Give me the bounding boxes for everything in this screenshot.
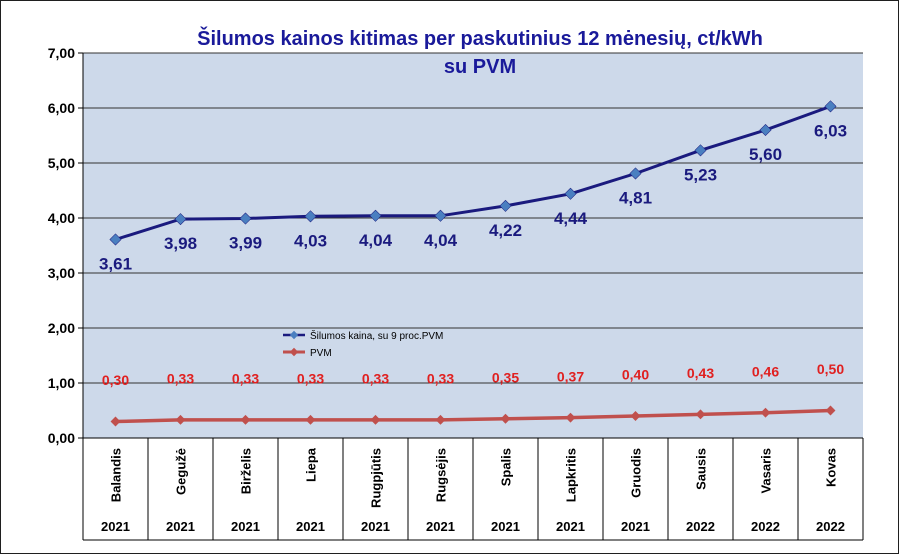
chart-title-line2: su PVM — [444, 56, 516, 78]
price-point — [304, 210, 317, 223]
vat-point — [175, 414, 186, 425]
price-point — [564, 187, 577, 200]
y-tick-label: 0,00 — [48, 430, 75, 446]
vat-data-label: 0,37 — [557, 368, 584, 384]
price-data-label: 5,60 — [749, 145, 782, 164]
price-point — [694, 144, 707, 157]
legend-marker-vat — [289, 347, 299, 357]
vat-data-label: 0,33 — [297, 371, 324, 387]
legend-label-price: Šilumos kaina, su 9 proc.PVM — [310, 329, 443, 342]
x-year-label: 2021 — [621, 519, 650, 534]
vat-data-label: 0,33 — [167, 371, 194, 387]
vat-point — [435, 414, 446, 425]
vat-data-label: 0,33 — [362, 371, 389, 387]
x-category-label: Gruodis — [629, 448, 644, 498]
x-category-label: Lapkritis — [564, 448, 579, 502]
x-year-label: 2021 — [296, 519, 325, 534]
price-data-label: 5,23 — [684, 165, 717, 184]
price-point — [824, 100, 837, 113]
vat-data-label: 0,35 — [492, 369, 519, 385]
legend-label-vat: PVM — [310, 348, 332, 359]
price-data-label: 4,81 — [619, 188, 652, 207]
x-category-label: Balandis — [109, 448, 124, 502]
x-year-label: 2021 — [166, 519, 195, 534]
vat-point — [760, 407, 771, 418]
chart-title-line1: Šilumos kainos kitimas per paskutinius 1… — [197, 26, 763, 50]
x-category-label: Liepa — [304, 447, 319, 482]
price-data-label: 4,04 — [424, 231, 458, 250]
legend: Šilumos kaina, su 9 proc.PVM PVM — [283, 329, 443, 359]
y-tick-label: 3,00 — [48, 265, 75, 281]
price-data-label: 4,22 — [489, 221, 522, 240]
x-category-label: Gegužė — [174, 448, 189, 495]
price-point — [759, 123, 772, 137]
x-category-label: Sausis — [694, 448, 709, 490]
price-point — [629, 167, 642, 180]
price-data-label: 3,61 — [99, 254, 132, 273]
x-year-label: 2021 — [556, 519, 585, 534]
vat-point — [825, 405, 836, 416]
x-category-label: Birželis — [239, 448, 254, 494]
vat-data-label: 0,43 — [687, 365, 714, 381]
vat-point — [695, 409, 706, 420]
x-year-label: 2021 — [231, 519, 260, 534]
price-data-label: 4,44 — [554, 209, 588, 228]
vat-data-label: 0,40 — [622, 367, 649, 383]
x-category-label: Kovas — [824, 448, 839, 487]
vat-point — [630, 411, 641, 421]
vat-data-label: 0,33 — [232, 371, 259, 387]
vat-point — [240, 414, 251, 425]
y-tick-label: 5,00 — [48, 155, 75, 171]
x-category-label: Vasaris — [759, 448, 774, 494]
x-category-label: Rugsėjis — [434, 448, 449, 502]
vat-data-label: 0,50 — [817, 361, 844, 377]
price-point — [499, 199, 512, 212]
x-year-label: 2022 — [816, 519, 845, 534]
vat-point — [305, 414, 316, 425]
x-year-label: 2021 — [491, 519, 520, 534]
x-year-label: 2022 — [751, 519, 780, 534]
vat-data-label: 0,33 — [427, 371, 454, 387]
price-data-label: 3,99 — [229, 234, 262, 253]
vat-data-label: 0,46 — [752, 363, 779, 379]
price-data-label: 6,03 — [814, 121, 847, 140]
price-point — [369, 209, 382, 222]
price-point — [109, 233, 122, 246]
price-data-label: 3,98 — [164, 234, 197, 253]
vat-point — [565, 412, 576, 423]
series-line-vat — [115, 408, 831, 424]
price-point — [434, 209, 447, 222]
series-group: 3,61 3,98 3,99 4,03 4,04 4,04 4,22 4,44 4,81 5,23… — [99, 100, 847, 427]
price-data-label: 4,04 — [359, 231, 393, 250]
price-point — [174, 213, 187, 226]
price-data-label: 4,03 — [294, 231, 327, 250]
y-tick-label: 6,00 — [48, 100, 75, 116]
series-line-price — [115, 104, 832, 241]
y-tick-label: 2,00 — [48, 320, 75, 336]
x-year-label: 2021 — [426, 519, 455, 534]
y-axis: 0,00 1,00 2,00 3,00 4,00 5,00 6,00 7,00 — [48, 45, 84, 446]
legend-marker-price — [289, 330, 299, 340]
vat-point — [370, 414, 381, 425]
y-tick-label: 1,00 — [48, 375, 75, 391]
y-tick-label: 4,00 — [48, 210, 75, 226]
x-axis: Balandis 2021 Gegužė 2021 Birželis 2021 Liepa 2… — [82, 437, 864, 541]
x-year-label: 2022 — [686, 519, 715, 534]
x-category-label: Rugpjūtis — [369, 448, 384, 508]
x-category-label: Spalis — [499, 448, 514, 486]
vat-point — [500, 413, 511, 424]
y-tick-label: 7,00 — [48, 45, 75, 61]
x-year-label: 2021 — [101, 519, 130, 534]
price-point — [239, 212, 252, 225]
x-year-label: 2021 — [361, 519, 390, 534]
plot-area — [83, 53, 863, 438]
vat-data-label: 0,30 — [102, 372, 129, 388]
